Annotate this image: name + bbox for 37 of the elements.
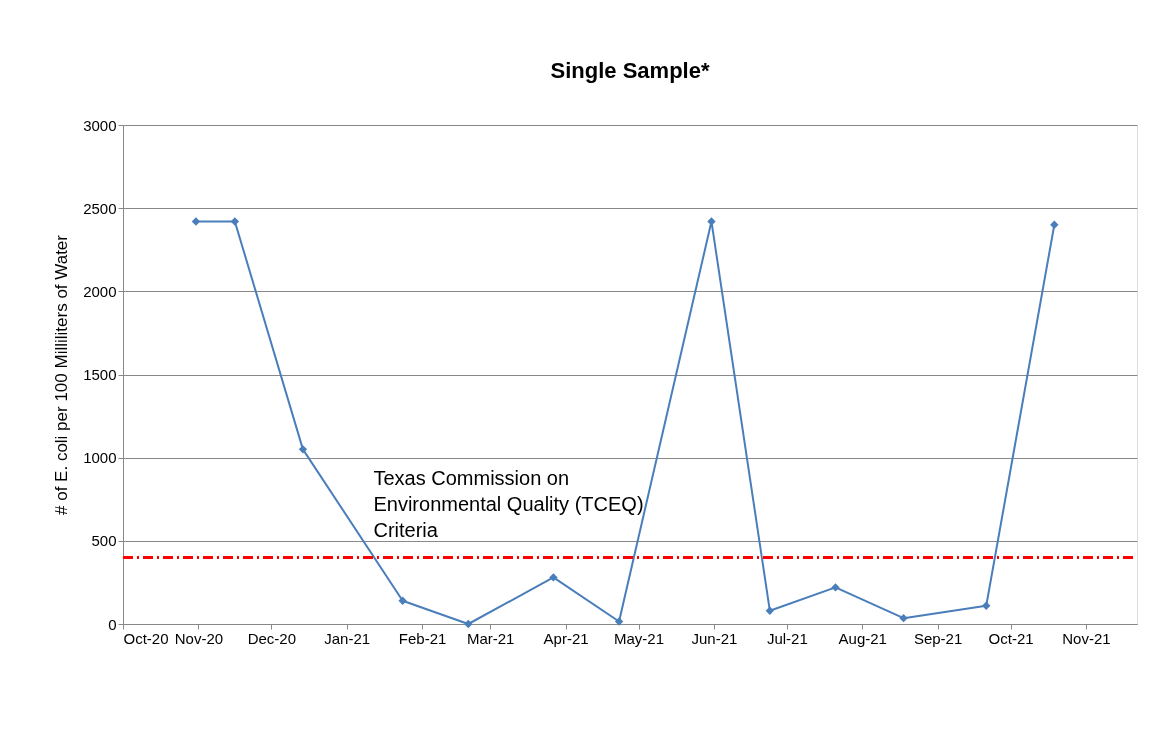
x-tick-label: Mar-21 — [466, 629, 515, 647]
point — [464, 619, 473, 629]
x-tick-label: Feb-21 — [398, 629, 447, 647]
x-tick-label: Nov-20 — [174, 629, 224, 647]
point — [191, 217, 201, 226]
y-tick-label: 1500 — [83, 366, 117, 383]
y-tick-label: 0 — [108, 615, 117, 633]
x-tick-label: Oct-20 — [123, 629, 169, 647]
x-tick-label: May-21 — [614, 629, 665, 647]
y-tick-label: 1000 — [83, 449, 117, 467]
point — [982, 601, 991, 610]
point — [1050, 220, 1059, 229]
x-tick-label: Sep-21 — [913, 629, 963, 647]
point — [765, 606, 774, 615]
y-axis-title: # of E. coli per 100 Milliliters of Water — [52, 234, 72, 515]
chart-title: Single Sample* — [550, 58, 710, 83]
point — [899, 614, 908, 623]
point — [298, 445, 308, 454]
point — [230, 217, 240, 226]
x-tick-label: Jun-21 — [691, 629, 738, 647]
y-tick-label: 500 — [91, 532, 117, 550]
x-tick-label: Nov-21 — [1062, 629, 1111, 647]
point — [398, 596, 407, 605]
x-tick-label: Jan-21 — [324, 629, 371, 647]
x-tick-label: Dec-20 — [247, 629, 297, 647]
point — [614, 617, 624, 626]
point — [707, 217, 716, 226]
point — [549, 573, 558, 582]
ref-line-label: Texas Commission on Environmental Quality (TCEQ) Criteria — [373, 467, 644, 542]
x-tick-label: Aug-21 — [838, 629, 887, 647]
x-tick-label: Jul-21 — [766, 629, 808, 647]
x-tick-label: Oct-21 — [988, 629, 1034, 647]
y-tick-label: 3000 — [83, 116, 117, 134]
point — [831, 583, 840, 592]
y-tick-label: 2500 — [83, 199, 117, 217]
x-tick-label: Apr-21 — [543, 629, 589, 647]
y-tick-label: 2000 — [83, 282, 117, 300]
